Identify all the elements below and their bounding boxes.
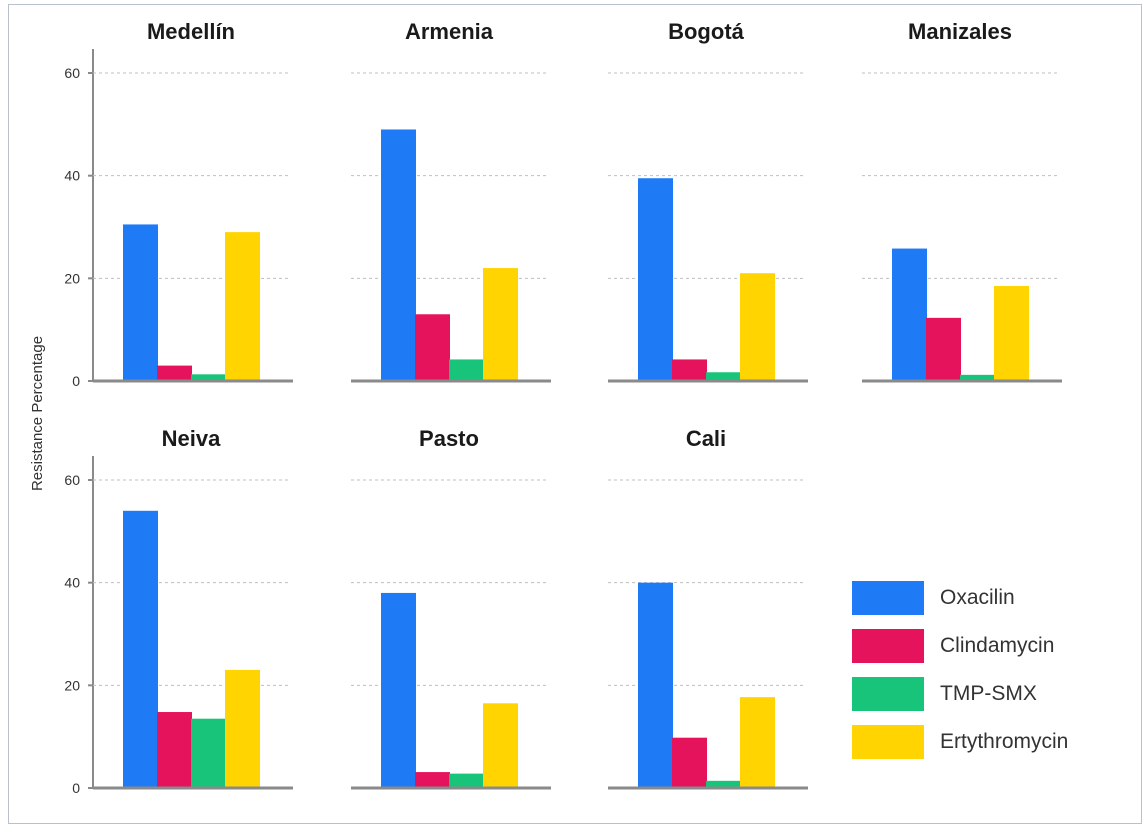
bar-bogota-ertythromycin	[740, 273, 775, 381]
legend-label-clindamycin: Clindamycin	[940, 634, 1055, 657]
bar-cali-tmp-smx	[706, 780, 741, 788]
legend-label-ertythromycin: Ertythromycin	[940, 730, 1069, 753]
y-tick-label: 0	[72, 780, 80, 796]
bar-armenia-tmp-smx	[449, 359, 484, 381]
panel-title-cali: Cali	[686, 426, 726, 451]
panel-title-neiva: Neiva	[162, 426, 221, 451]
legend-swatch-oxacilin	[852, 581, 924, 615]
bar-pasto-ertythromycin	[483, 703, 518, 788]
bar-armenia-oxacilin	[381, 129, 416, 381]
panel-title-armenia: Armenia	[405, 19, 494, 44]
panel-title-bogota: Bogotá	[668, 19, 745, 44]
bar-medellin-ertythromycin	[225, 232, 260, 381]
chart-frame	[8, 4, 1142, 824]
bar-bogota-clindamycin	[672, 359, 707, 381]
bar-neiva-clindamycin	[157, 712, 192, 788]
y-axis-label-container: Resistance Percentage	[24, 0, 52, 827]
bar-pasto-clindamycin	[415, 772, 450, 788]
y-tick-label: 20	[64, 270, 80, 286]
bar-medellin-tmp-smx	[191, 374, 226, 381]
bar-armenia-clindamycin	[415, 314, 450, 381]
panel-title-medellin: Medellín	[147, 19, 235, 44]
legend-item-ertythromycin: Ertythromycin	[852, 718, 1068, 766]
bar-pasto-tmp-smx	[449, 773, 484, 788]
y-tick-label: 20	[64, 677, 80, 693]
bar-pasto-oxacilin	[381, 592, 416, 788]
y-tick-label: 40	[64, 168, 80, 184]
bar-cali-ertythromycin	[740, 697, 775, 788]
bar-manizales-ertythromycin	[994, 286, 1029, 381]
y-tick-label: 60	[64, 472, 80, 488]
bar-bogota-tmp-smx	[706, 372, 741, 381]
legend-item-oxacilin: Oxacilin	[852, 574, 1068, 622]
bar-manizales-clindamycin	[926, 317, 961, 381]
bar-neiva-oxacilin	[123, 510, 158, 788]
bar-medellin-clindamycin	[157, 365, 192, 381]
bar-neiva-ertythromycin	[225, 669, 260, 788]
bar-manizales-oxacilin	[892, 248, 927, 381]
legend-item-clindamycin: Clindamycin	[852, 622, 1068, 670]
bar-medellin-oxacilin	[123, 224, 158, 381]
y-tick-label: 0	[72, 373, 80, 389]
legend-label-tmp-smx: TMP-SMX	[940, 682, 1037, 705]
legend-swatch-clindamycin	[852, 629, 924, 663]
bar-cali-oxacilin	[638, 582, 673, 788]
bar-cali-clindamycin	[672, 737, 707, 788]
panel-title-manizales: Manizales	[908, 19, 1012, 44]
y-axis-label: Resistance Percentage	[29, 335, 47, 492]
y-tick-label: 40	[64, 575, 80, 591]
bar-bogota-oxacilin	[638, 178, 673, 381]
panel-title-pasto: Pasto	[419, 426, 479, 451]
bar-neiva-tmp-smx	[191, 718, 226, 788]
legend-swatch-ertythromycin	[852, 725, 924, 759]
y-tick-label: 60	[64, 65, 80, 81]
legend-label-oxacilin: Oxacilin	[940, 586, 1015, 609]
legend-swatch-tmp-smx	[852, 677, 924, 711]
bar-manizales-tmp-smx	[960, 374, 995, 381]
legend-item-tmp-smx: TMP-SMX	[852, 670, 1068, 718]
legend: Oxacilin Clindamycin TMP-SMX Ertythromyc…	[852, 574, 1068, 766]
bar-armenia-ertythromycin	[483, 268, 518, 381]
